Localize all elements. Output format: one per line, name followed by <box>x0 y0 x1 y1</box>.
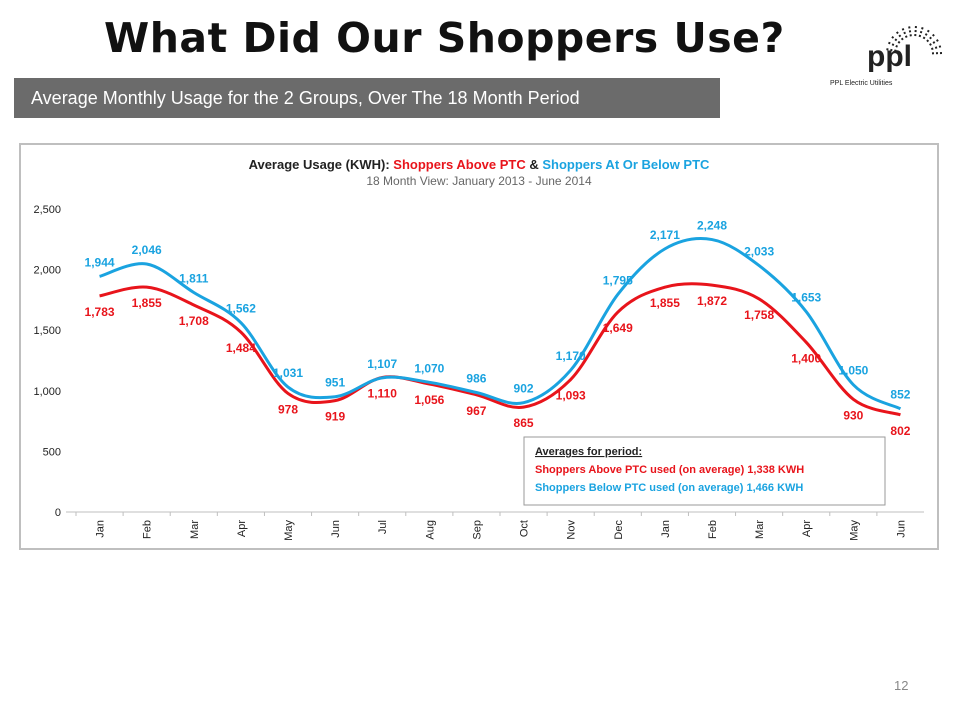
data-label-below-ptc: 2,046 <box>132 243 162 257</box>
data-label-below-ptc: 1,562 <box>226 302 256 316</box>
logo-subtext: PPL Electric Utilities <box>830 80 893 87</box>
logo-ray <box>907 24 912 37</box>
y-tick-label: 0 <box>55 507 61 519</box>
logo-ray <box>894 29 904 41</box>
logo-ray <box>931 44 944 50</box>
usage-line-chart: Average Usage (KWH): Shoppers Above PTC … <box>33 157 924 541</box>
data-label-below-ptc: 1,031 <box>273 366 303 380</box>
data-label-below-ptc: 986 <box>466 371 486 385</box>
x-tick-label: Mar <box>754 520 766 539</box>
x-tick-label: Nov <box>566 520 578 540</box>
subtitle-bar: Average Monthly Usage for the 2 Groups, … <box>14 78 720 118</box>
data-label-below-ptc: 852 <box>890 388 910 402</box>
y-tick-label: 1,000 <box>33 386 61 398</box>
data-label-above-ptc: 802 <box>890 424 910 438</box>
data-label-above-ptc: 1,093 <box>556 389 586 403</box>
series-lines <box>99 237 902 417</box>
data-label-above-ptc: 930 <box>843 408 863 422</box>
y-tick-label: 2,000 <box>33 265 61 277</box>
data-label-below-ptc: 951 <box>325 376 345 390</box>
data-label-above-ptc: 1,484 <box>226 341 256 355</box>
data-label-below-ptc: 1,795 <box>603 273 633 287</box>
data-label-above-ptc: 1,783 <box>85 305 115 319</box>
x-tick-label: Mar <box>189 520 201 539</box>
data-label-above-ptc: 919 <box>325 410 345 424</box>
x-tick-label: Jul <box>377 520 389 534</box>
chart-title: Average Usage (KWH): Shoppers Above PTC … <box>249 157 710 172</box>
logo-text: ppl <box>867 40 912 73</box>
x-tick-label: Jan <box>660 520 672 538</box>
data-label-above-ptc: 1,056 <box>414 393 444 407</box>
sunburst-icon <box>884 24 945 55</box>
x-tick-label: Jan <box>95 520 107 538</box>
data-label-below-ptc: 2,033 <box>744 245 774 259</box>
slide-title: What Did Our Shoppers Use? <box>104 14 785 62</box>
series-line-below-ptc <box>99 237 902 411</box>
data-label-below-ptc: 1,811 <box>179 272 209 286</box>
data-label-below-ptc: 2,248 <box>697 219 727 233</box>
series-line-above-ptc <box>99 282 901 417</box>
data-label-above-ptc: 865 <box>514 416 534 430</box>
logo-ray <box>889 34 901 44</box>
subtitle-text: Average Monthly Usage for the 2 Groups, … <box>31 88 580 108</box>
x-tick-label: Feb <box>142 520 154 539</box>
x-tick-label: Jun <box>330 520 342 538</box>
chart-title-series-above: Shoppers Above PTC <box>393 157 526 172</box>
x-tick-label: Apr <box>801 520 813 537</box>
x-tick-label: Oct <box>519 520 531 537</box>
chart-title-series-below: Shoppers At Or Below PTC <box>542 157 710 172</box>
data-label-above-ptc: 1,708 <box>179 314 209 328</box>
y-tick-label: 1,500 <box>33 325 61 337</box>
data-label-below-ptc: 1,070 <box>414 361 444 375</box>
averages-box: Averages for period: Shoppers Above PTC … <box>523 436 886 506</box>
data-label-above-ptc: 1,110 <box>368 386 398 400</box>
ppl-logo: ppl PPL Electric Utilities <box>826 24 946 96</box>
logo-ray <box>929 38 941 46</box>
logo-ray <box>914 24 918 37</box>
data-label-below-ptc: 1,944 <box>85 255 115 269</box>
data-label-below-ptc: 1,050 <box>838 364 868 378</box>
averages-above-ptc: Shoppers Above PTC used (on average) 1,3… <box>535 464 804 476</box>
data-label-above-ptc: 978 <box>278 402 298 416</box>
x-axis-ticks: Jan Feb Mar Apr May Jun Jul Aug Sep Oct Nov Dec Jan F… <box>75 512 907 541</box>
x-tick-label: Apr <box>236 520 248 537</box>
chart-title-ampersand: & <box>526 157 543 172</box>
x-tick-label: May <box>283 520 295 541</box>
x-tick-label: Jun <box>895 520 907 538</box>
data-label-above-ptc: 1,400 <box>791 351 821 365</box>
chart-title-prefix: Average Usage (KWH): <box>249 157 394 172</box>
logo-ray <box>922 28 931 40</box>
data-label-below-ptc: 1,653 <box>791 291 821 305</box>
y-tick-label: 500 <box>43 446 61 458</box>
chart-frame: Average Usage (KWH): Shoppers Above PTC … <box>19 143 939 550</box>
data-label-above-ptc: 967 <box>466 404 486 418</box>
data-label-above-ptc: 1,649 <box>603 321 633 335</box>
averages-heading: Averages for period: <box>535 446 642 458</box>
logo-ray <box>926 32 937 43</box>
x-tick-label: Sep <box>471 520 483 540</box>
data-label-below-ptc: 902 <box>514 382 534 396</box>
x-tick-label: Feb <box>707 520 719 539</box>
chart-subtitle: 18 Month View: January 2013 - June 2014 <box>366 174 592 188</box>
data-label-below-ptc: 1,170 <box>556 349 586 363</box>
x-tick-label: Aug <box>424 520 436 540</box>
x-tick-label: Dec <box>613 520 625 540</box>
y-tick-label: 2,500 <box>33 204 61 216</box>
data-label-above-ptc: 1,855 <box>132 296 162 310</box>
data-labels: 1,944 1,783 2,046 1,855 1,811 1,708 1,562 1,484… <box>85 219 911 438</box>
averages-box-border <box>523 436 886 506</box>
y-axis-ticks: 0 500 1,000 1,500 2,000 2,500 <box>33 204 61 519</box>
data-label-above-ptc: 1,758 <box>744 308 774 322</box>
data-label-below-ptc: 2,171 <box>650 228 680 242</box>
data-label-above-ptc: 1,872 <box>697 294 727 308</box>
logo-ray <box>900 26 908 38</box>
page-number: 12 <box>894 678 909 693</box>
data-label-above-ptc: 1,855 <box>650 296 680 310</box>
data-label-below-ptc: 1,107 <box>367 357 397 371</box>
x-tick-label: May <box>848 520 860 541</box>
averages-below-ptc: Shoppers Below PTC used (on average) 1,4… <box>535 482 803 494</box>
logo-ray <box>918 25 925 38</box>
